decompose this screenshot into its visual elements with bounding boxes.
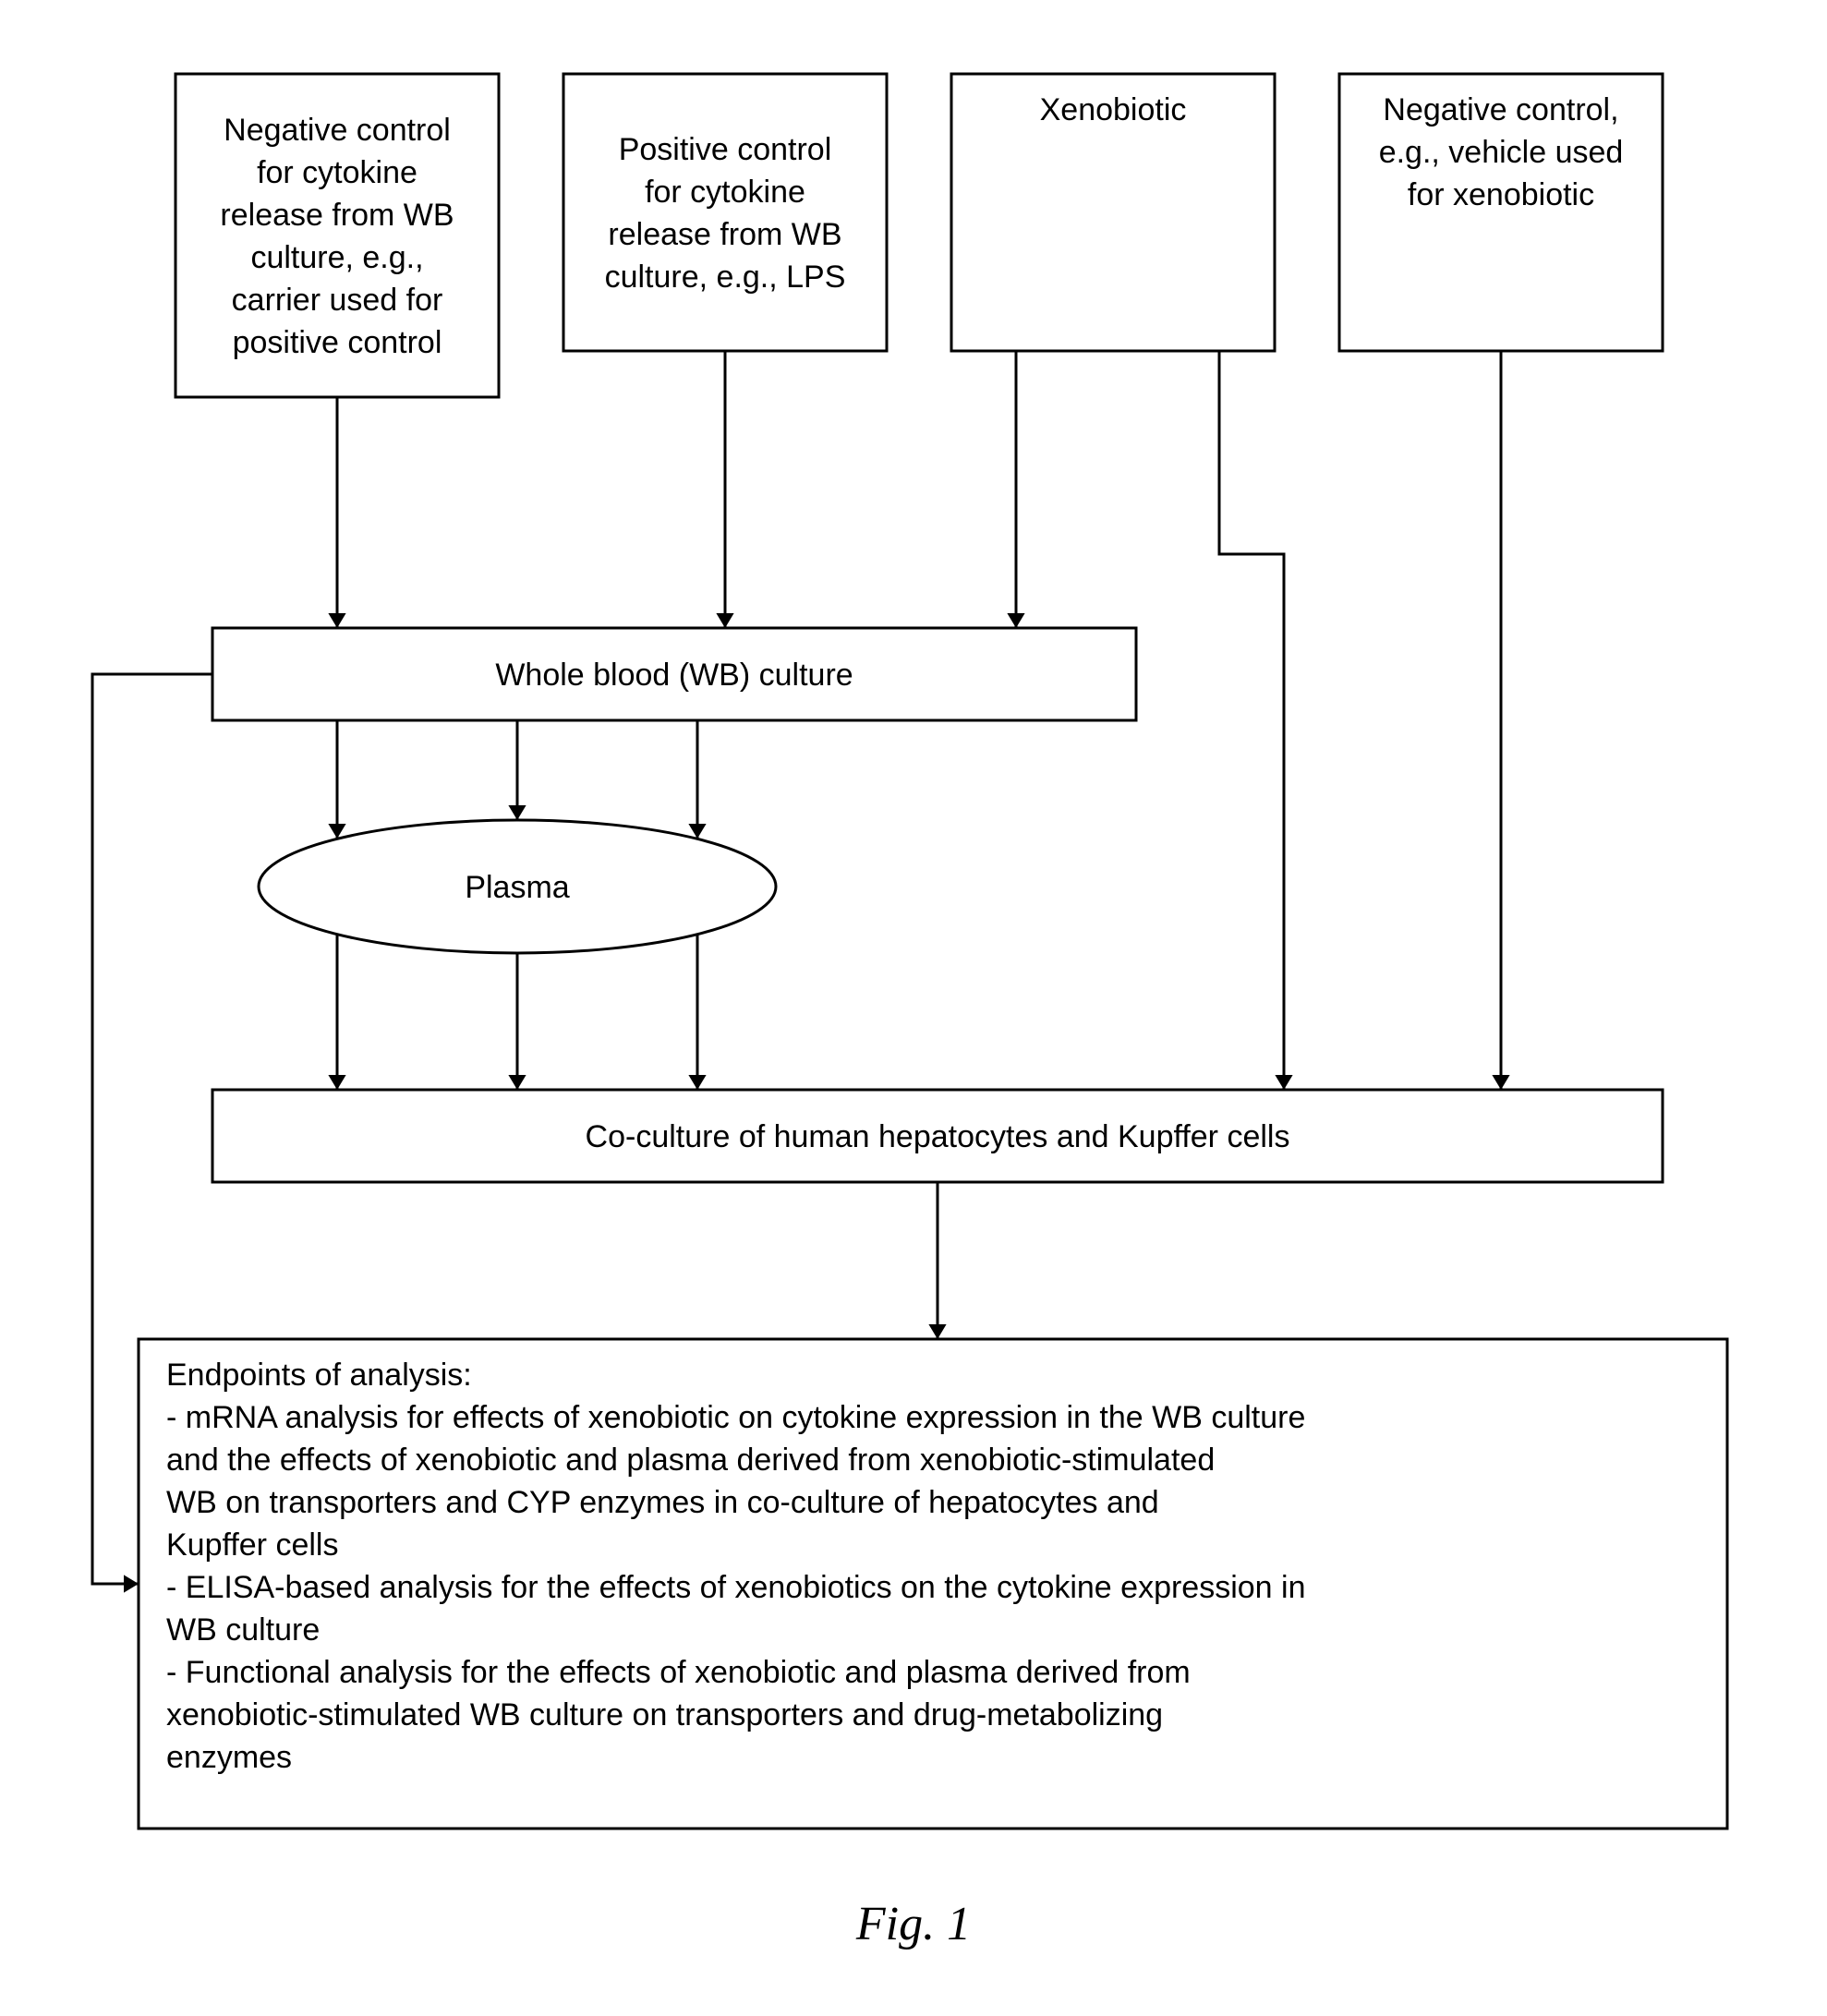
node-neg_xeno-line-0: Negative control, <box>1383 92 1618 127</box>
node-endpoints-line-6: WB culture <box>166 1612 320 1648</box>
node-neg_wb-line-1: for cytokine <box>257 155 417 190</box>
node-pos_wb-line-3: culture, e.g., LPS <box>605 260 846 295</box>
node-neg_xeno-line-2: for xenobiotic <box>1408 177 1594 212</box>
node-endpoints: Endpoints of analysis: - mRNA analysis f… <box>139 1339 1727 1829</box>
node-neg_wb-line-0: Negative control <box>224 113 451 148</box>
node-coculture-line-0: Co-culture of human hepatocytes and Kupf… <box>586 1119 1290 1154</box>
node-wb-line-0: Whole blood (WB) culture <box>495 658 853 693</box>
node-neg_xeno: Negative control, e.g., vehicle used for x… <box>1339 74 1663 351</box>
node-endpoints-line-3: WB on transporters and CYP enzymes in co… <box>166 1485 1159 1520</box>
node-neg_wb-line-3: culture, e.g., <box>250 240 423 275</box>
node-pos_wb-line-0: Positive control <box>619 132 832 167</box>
node-neg_wb: Negative control for cytokine release from… <box>175 74 499 397</box>
node-xeno: Xenobiotic <box>951 74 1275 351</box>
node-neg_wb-line-2: release from WB <box>220 198 454 233</box>
node-pos_wb-line-1: for cytokine <box>645 175 805 210</box>
node-endpoints-line-9: enzymes <box>166 1740 292 1775</box>
node-neg_wb-line-5: positive control <box>233 325 442 360</box>
node-endpoints-line-7: - Functional analysis for the effects of… <box>166 1655 1191 1690</box>
node-xeno-line-0: Xenobiotic <box>1040 92 1187 127</box>
node-coculture: Co-culture of human hepatocytes and Kupf… <box>212 1090 1663 1182</box>
node-endpoints-line-2: and the effects of xenobiotic and plasma… <box>166 1443 1215 1478</box>
node-endpoints-line-0: Endpoints of analysis: <box>166 1358 472 1393</box>
node-plasma-label: Plasma <box>465 870 569 905</box>
node-neg_xeno-line-1: e.g., vehicle used <box>1379 135 1624 170</box>
figure-caption: Fig. 1 <box>855 1898 971 1950</box>
node-wb: Whole blood (WB) culture <box>212 628 1136 720</box>
node-pos_wb: Positive control for cytokine release from… <box>563 74 887 351</box>
node-endpoints-line-5: - ELISA-based analysis for the effects o… <box>166 1570 1306 1605</box>
node-plasma: Plasma <box>259 820 776 953</box>
node-pos_wb-line-2: release from WB <box>608 217 841 252</box>
node-endpoints-line-8: xenobiotic-stimulated WB culture on tran… <box>166 1697 1163 1732</box>
node-neg_wb-line-4: carrier used for <box>232 283 443 318</box>
node-endpoints-line-4: Kupffer cells <box>166 1527 338 1563</box>
node-endpoints-line-1: - mRNA analysis for effects of xenobioti… <box>166 1400 1305 1435</box>
edge-xeno-to-coculture-10 <box>1219 351 1284 1090</box>
